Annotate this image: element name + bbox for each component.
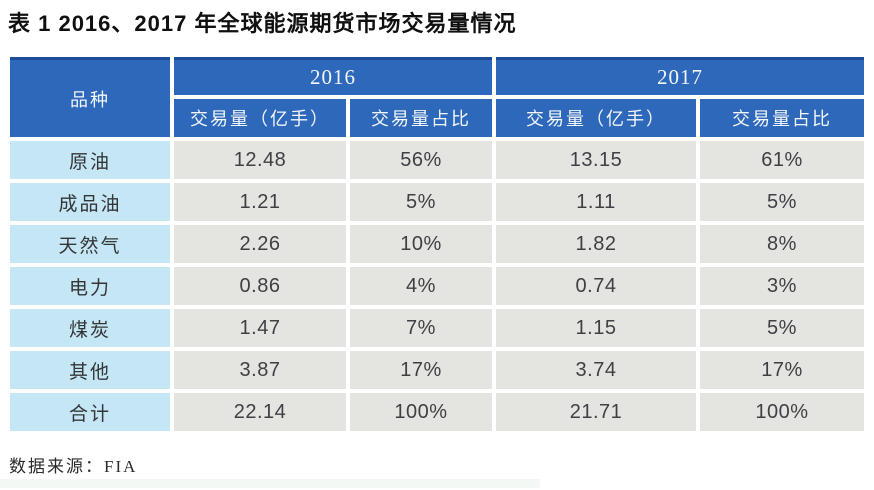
cell-volume-2016: 0.86 — [174, 267, 346, 305]
cell-volume-2017: 1.11 — [496, 183, 696, 221]
cell-share-2016: 56% — [350, 141, 492, 179]
column-group-2017: 2017 — [496, 57, 864, 95]
row-label: 成品油 — [10, 183, 170, 221]
cell-volume-2016: 22.14 — [174, 393, 346, 431]
cell-share-2016: 10% — [350, 225, 492, 263]
cell-volume-2016: 1.47 — [174, 309, 346, 347]
row-label: 原油 — [10, 141, 170, 179]
column-group-2016: 2016 — [174, 57, 492, 95]
row-label: 电力 — [10, 267, 170, 305]
cell-share-2016: 17% — [350, 351, 492, 389]
table-row-coal: 煤炭 1.47 7% 1.15 5% — [10, 309, 864, 347]
header-row-subcolumns: 交易量（亿手） 交易量占比 交易量（亿手） 交易量占比 — [10, 99, 864, 137]
cell-volume-2017: 1.15 — [496, 309, 696, 347]
page-bottom-band — [0, 479, 540, 488]
cell-share-2017: 5% — [700, 309, 864, 347]
cell-share-2017: 61% — [700, 141, 864, 179]
table-row-total: 合计 22.14 100% 21.71 100% — [10, 393, 864, 431]
cell-share-2016: 5% — [350, 183, 492, 221]
row-label: 合计 — [10, 393, 170, 431]
cell-volume-2016: 1.21 — [174, 183, 346, 221]
cell-volume-2016: 2.26 — [174, 225, 346, 263]
cell-share-2017: 100% — [700, 393, 864, 431]
column-header-volume-2016: 交易量（亿手） — [174, 99, 346, 137]
table-row-other: 其他 3.87 17% 3.74 17% — [10, 351, 864, 389]
cell-volume-2016: 12.48 — [174, 141, 346, 179]
cell-share-2016: 100% — [350, 393, 492, 431]
cell-volume-2017: 21.71 — [496, 393, 696, 431]
table-row-crude-oil: 原油 12.48 56% 13.15 61% — [10, 141, 864, 179]
column-header-share-2017: 交易量占比 — [700, 99, 864, 137]
cell-share-2017: 17% — [700, 351, 864, 389]
cell-volume-2017: 0.74 — [496, 267, 696, 305]
table-row-refined-oil: 成品油 1.21 5% 1.11 5% — [10, 183, 864, 221]
cell-share-2016: 7% — [350, 309, 492, 347]
cell-share-2017: 3% — [700, 267, 864, 305]
energy-futures-volume-table: 品种 2016 2017 交易量（亿手） 交易量占比 交易量（亿手） 交易量占比… — [6, 53, 868, 435]
table-row-electricity: 电力 0.86 4% 0.74 3% — [10, 267, 864, 305]
cell-share-2017: 8% — [700, 225, 864, 263]
cell-volume-2016: 3.87 — [174, 351, 346, 389]
cell-share-2016: 4% — [350, 267, 492, 305]
column-header-category: 品种 — [10, 57, 170, 137]
cell-volume-2017: 3.74 — [496, 351, 696, 389]
row-label: 天然气 — [10, 225, 170, 263]
column-header-share-2016: 交易量占比 — [350, 99, 492, 137]
column-header-volume-2017: 交易量（亿手） — [496, 99, 696, 137]
table-row-natural-gas: 天然气 2.26 10% 1.82 8% — [10, 225, 864, 263]
row-label: 煤炭 — [10, 309, 170, 347]
row-label: 其他 — [10, 351, 170, 389]
data-source-note: 数据来源：FIA — [9, 457, 138, 476]
cell-volume-2017: 1.82 — [496, 225, 696, 263]
table-title: 表 1 2016、2017 年全球能源期货市场交易量情况 — [8, 11, 517, 36]
cell-volume-2017: 13.15 — [496, 141, 696, 179]
cell-share-2017: 5% — [700, 183, 864, 221]
header-row-years: 品种 2016 2017 — [10, 57, 864, 137]
